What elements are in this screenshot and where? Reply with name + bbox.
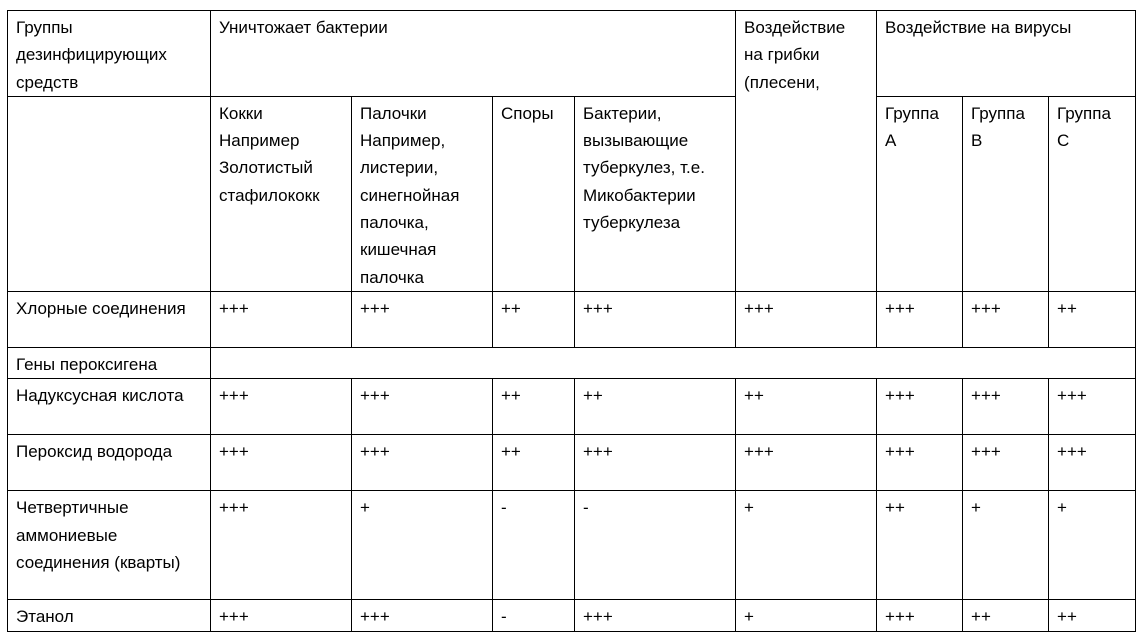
value-cell: - bbox=[573, 490, 737, 601]
table-row: Этанол +++ +++ - +++ + +++ ++ ++ bbox=[7, 599, 1137, 632]
value-cell: +++ bbox=[735, 434, 878, 492]
value-cell: +++ bbox=[573, 290, 737, 348]
header-empty bbox=[7, 95, 211, 292]
value-cell: +++ bbox=[876, 434, 964, 492]
empty-cell bbox=[209, 346, 1137, 380]
value-cell: +++ bbox=[210, 599, 352, 632]
value-cell: ++ bbox=[573, 378, 737, 436]
value-cell: +++ bbox=[210, 378, 352, 436]
value-cell: + bbox=[1048, 490, 1137, 601]
row-name: Гены пероксигена bbox=[7, 346, 211, 380]
value-cell: +++ bbox=[962, 434, 1050, 492]
header-bacteria: Уничтожает бактерии bbox=[209, 10, 737, 97]
value-cell: +++ bbox=[210, 290, 352, 348]
value-cell: + bbox=[735, 599, 878, 632]
value-cell: +++ bbox=[351, 434, 493, 492]
header-virus-b: Группа В bbox=[962, 95, 1050, 292]
value-cell: +++ bbox=[876, 378, 964, 436]
value-cell: + bbox=[351, 490, 493, 601]
header-viruses: Воздействие на вирусы bbox=[876, 10, 1137, 97]
row-name: Этанол bbox=[7, 599, 211, 632]
value-cell: +++ bbox=[351, 290, 493, 348]
value-cell: +++ bbox=[351, 599, 493, 632]
value-cell: ++ bbox=[1048, 599, 1137, 632]
row-name: Пероксид водорода bbox=[7, 434, 211, 492]
value-cell: +++ bbox=[210, 490, 352, 601]
row-name: Хлорные соединения bbox=[7, 290, 211, 348]
value-cell: +++ bbox=[876, 290, 964, 348]
header-virus-c: Группа С bbox=[1048, 95, 1137, 292]
row-name: Надуксусная кислота bbox=[7, 378, 211, 436]
header-groups: Группы дезинфицирующих средств bbox=[7, 10, 211, 97]
table-row: Гены пероксигена bbox=[7, 346, 1137, 380]
value-cell: - bbox=[492, 490, 575, 601]
value-cell: +++ bbox=[962, 290, 1050, 348]
table-row: Четвертичные аммониевые соединения (квар… bbox=[7, 490, 1137, 601]
header-row-2: Кокки Например Золотистый стафилококк Па… bbox=[7, 95, 1137, 292]
value-cell: ++ bbox=[492, 434, 575, 492]
value-cell: +++ bbox=[1048, 434, 1137, 492]
value-cell: +++ bbox=[1048, 378, 1137, 436]
header-rods: Палочки Например, листерии, синегнойная … bbox=[351, 95, 493, 292]
header-fungi: Воздействие на грибки (плесени, bbox=[735, 10, 878, 292]
table-row: Хлорные соединения +++ +++ ++ +++ +++ +++ +++ ++ bbox=[7, 290, 1137, 348]
value-cell: +++ bbox=[573, 599, 737, 632]
value-cell: + bbox=[962, 490, 1050, 601]
value-cell: +++ bbox=[351, 378, 493, 436]
value-cell: ++ bbox=[492, 378, 575, 436]
value-cell: ++ bbox=[492, 290, 575, 348]
value-cell: ++ bbox=[735, 378, 878, 436]
value-cell: ++ bbox=[962, 599, 1050, 632]
header-tuberculosis: Бактерии, вызывающие туберкулез, т.е. Ми… bbox=[573, 95, 737, 292]
header-virus-a: Группа А bbox=[876, 95, 964, 292]
value-cell: +++ bbox=[876, 599, 964, 632]
value-cell: ++ bbox=[876, 490, 964, 601]
value-cell: +++ bbox=[962, 378, 1050, 436]
value-cell: ++ bbox=[1048, 290, 1137, 348]
disinfectant-table: Группы дезинфицирующих средств Уничтожае… bbox=[7, 10, 1137, 632]
header-spores: Споры bbox=[492, 95, 575, 292]
value-cell: +++ bbox=[573, 434, 737, 492]
table-row: Пероксид водорода +++ +++ ++ +++ +++ +++ +++ +++ bbox=[7, 434, 1137, 492]
table-row: Надуксусная кислота +++ +++ ++ ++ ++ +++ +++ +++ bbox=[7, 378, 1137, 436]
header-cocci: Кокки Например Золотистый стафилококк bbox=[210, 95, 352, 292]
value-cell: +++ bbox=[735, 290, 878, 348]
value-cell: - bbox=[492, 599, 575, 632]
header-row-1: Группы дезинфицирующих средств Уничтожае… bbox=[7, 10, 1137, 292]
value-cell: +++ bbox=[210, 434, 352, 492]
value-cell: + bbox=[735, 490, 878, 601]
row-name: Четвертичные аммониевые соединения (квар… bbox=[7, 490, 211, 601]
